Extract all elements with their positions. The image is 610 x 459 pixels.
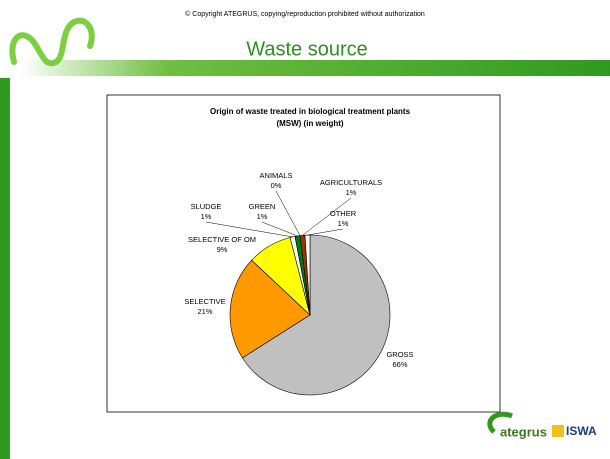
- slice-value: 1%: [201, 212, 212, 221]
- leader-line: [205, 221, 293, 238]
- slice-label: SLUDGE: [191, 202, 222, 211]
- logo-mark: [552, 425, 564, 437]
- pie-slice: [242, 234, 391, 396]
- logo: ategrus: [500, 424, 547, 439]
- leader-line: [261, 221, 298, 237]
- slide-title: Waste source: [246, 38, 368, 60]
- slice-label: AGRICULTURALS: [320, 178, 382, 187]
- pie-slice: [229, 259, 311, 359]
- copyright: © Copyright ATEGRUS, copying/reproductio…: [185, 10, 425, 18]
- leader-line: [275, 190, 301, 236]
- slice-label: OTHER: [330, 209, 357, 218]
- slice-label: GROSS: [386, 350, 413, 359]
- top-band: [20, 60, 610, 76]
- leader-line: [302, 197, 352, 236]
- slice-value: 1%: [257, 212, 268, 221]
- slice-value: 1%: [346, 188, 357, 197]
- left-band: [0, 78, 10, 459]
- logo-mark: [487, 411, 513, 434]
- slice-value: 21%: [197, 307, 212, 316]
- slice-value: 9%: [217, 245, 228, 254]
- slice-value: 66%: [392, 360, 407, 369]
- slice-value: 1%: [338, 219, 349, 228]
- chart-title: Origin of waste treated in biological tr…: [210, 107, 411, 116]
- logo: ISWA: [566, 424, 597, 438]
- decoration: [9, 17, 95, 67]
- slice-label: GREEN: [249, 202, 276, 211]
- slice-label: SELECTIVE: [184, 297, 225, 306]
- slice-value: 0%: [271, 181, 282, 190]
- slice-label: SELECTIVE OF OM: [188, 235, 256, 244]
- leader-line: [307, 228, 344, 236]
- slice-label: ANIMALS: [260, 171, 293, 180]
- chart-title: (MSW) (in weight): [276, 119, 343, 128]
